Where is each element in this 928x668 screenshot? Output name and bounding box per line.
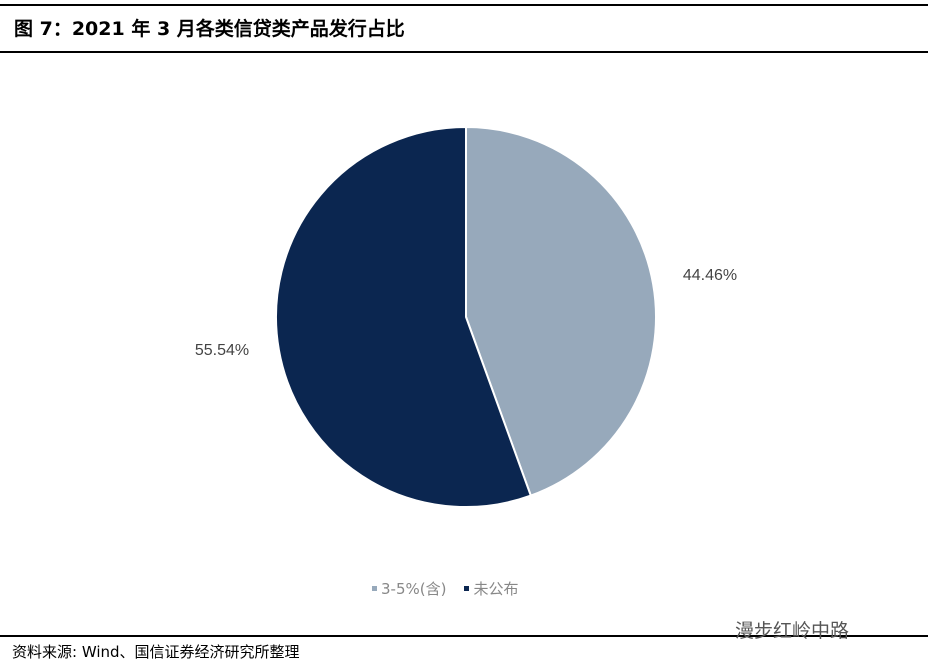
data-label-1: 55.54% xyxy=(195,342,249,359)
figure-title: 图 7：2021 年 3 月各类信贷类产品发行占比 xyxy=(14,18,405,40)
legend-label-0: 3-5%(含) xyxy=(381,580,447,598)
title-rule xyxy=(0,51,928,53)
pie-slice-1 xyxy=(275,125,533,508)
legend: 3-5%(含) 未公布 xyxy=(372,578,518,599)
legend-swatch-1 xyxy=(464,586,470,591)
pie-chart: 44.46% 55.54% xyxy=(195,125,737,508)
legend-label-1: 未公布 xyxy=(473,580,519,598)
watermark: 漫步红岭中路 xyxy=(735,620,850,642)
legend-swatch-0 xyxy=(372,586,377,591)
pie-slice-0 xyxy=(465,125,657,497)
legend-item-1: 未公布 xyxy=(464,578,518,599)
top-rule xyxy=(0,4,928,6)
source-note: 资料来源: Wind、国信证券经济研究所整理 xyxy=(12,643,300,661)
data-label-0: 44.46% xyxy=(683,267,737,284)
footer-rule xyxy=(0,635,928,637)
legend-item-0: 3-5%(含) xyxy=(372,578,446,599)
